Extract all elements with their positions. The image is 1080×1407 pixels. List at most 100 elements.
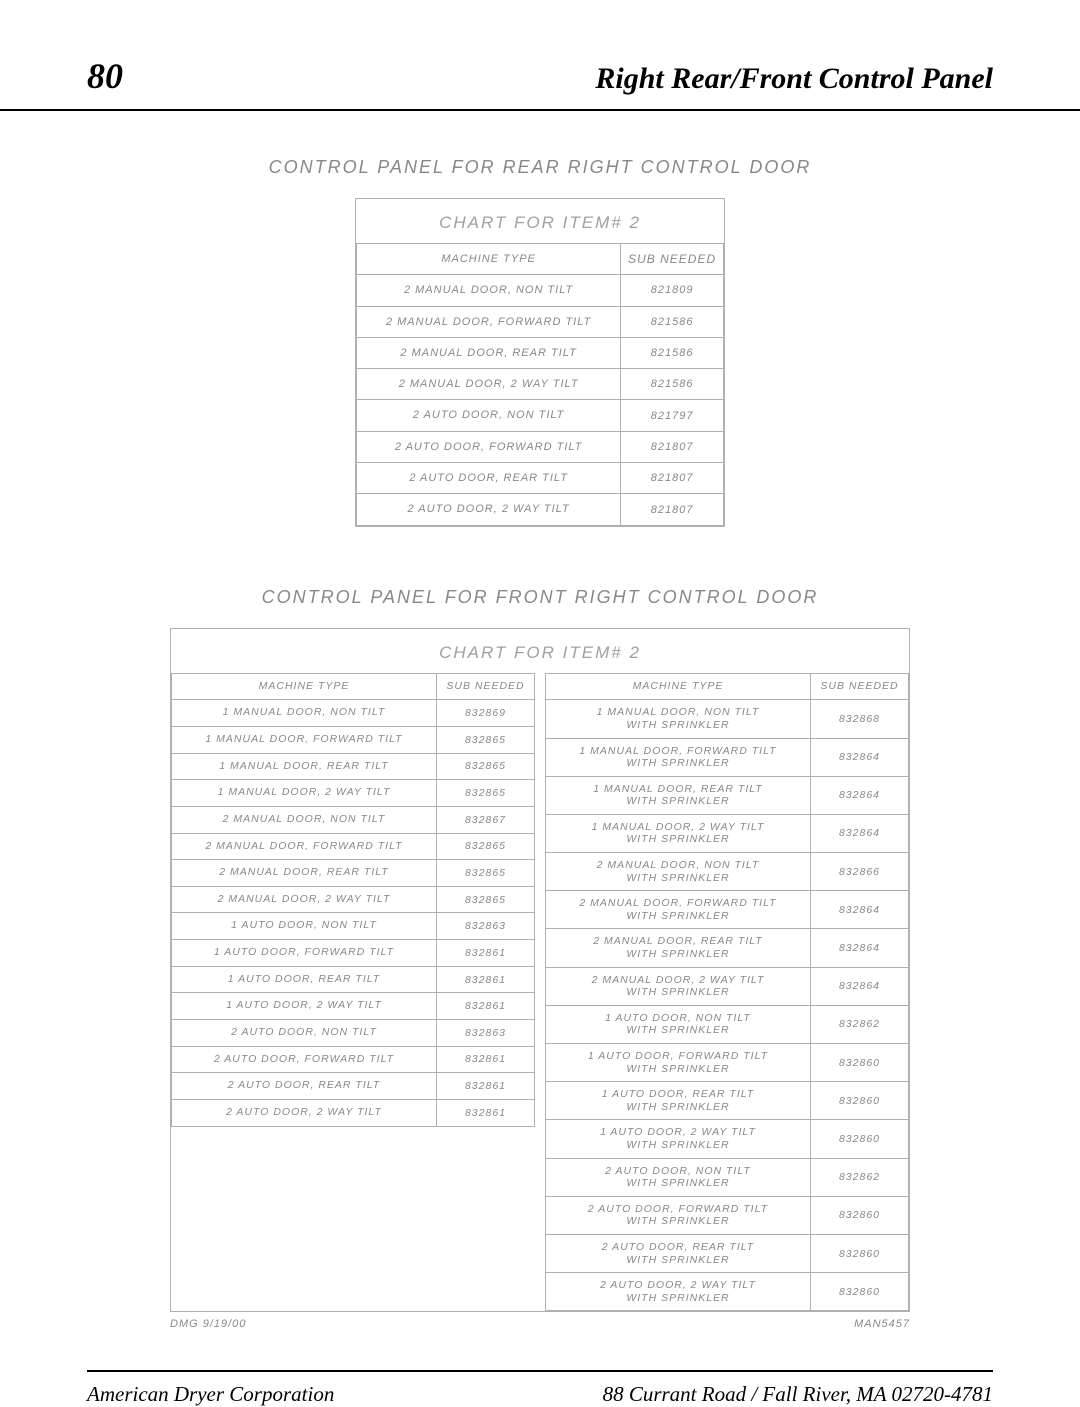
cell-machine-type: 2 AUTO DOOR, REAR TILT [172,1073,437,1100]
table-row: 1 AUTO DOOR, FORWARD TILT832861 [172,940,535,967]
cell-sub-needed: 832860 [810,1273,908,1311]
table-row: 1 AUTO DOOR, 2 WAY TILT832861 [172,993,535,1020]
table-row: 2 MANUAL DOOR, NON TILT832867 [172,806,535,833]
page-number: 80 [87,55,123,97]
cell-sub-needed: 832860 [810,1196,908,1234]
col-sub-needed: SUB NEEDED [621,244,724,275]
cell-sub-needed: 832865 [436,860,534,887]
cell-sub-needed: 832864 [810,814,908,852]
table-row: 2 MANUAL DOOR, REAR TILTWITH SPRINKLER83… [546,929,909,967]
table2-right: MACHINE TYPE SUB NEEDED 1 MANUAL DOOR, N… [545,673,909,1312]
cell-machine-type: 1 AUTO DOOR, NON TILT [172,913,437,940]
cell-machine-type: 2 MANUAL DOOR, NON TILT [357,275,621,306]
cell-machine-type: 2 AUTO DOOR, 2 WAY TILT [172,1099,437,1126]
cell-machine-type: 1 AUTO DOOR, FORWARD TILTWITH SPRINKLER [546,1044,811,1082]
cell-machine-type: 2 MANUAL DOOR, 2 WAY TILT [172,886,437,913]
footer-rule [87,1370,993,1372]
footer-meta: DMG 9/19/00 MAN5457 [170,1318,910,1330]
cell-machine-type: 1 MANUAL DOOR, NON TILTWITH SPRINKLER [546,700,811,738]
cell-machine-type: 1 AUTO DOOR, REAR TILTWITH SPRINKLER [546,1082,811,1120]
cell-sub-needed: 832863 [436,913,534,940]
cell-machine-type: 2 MANUAL DOOR, REAR TILTWITH SPRINKLER [546,929,811,967]
cell-machine-type: 1 MANUAL DOOR, FORWARD TILT [172,726,437,753]
cell-machine-type: 2 AUTO DOOR, FORWARD TILTWITH SPRINKLER [546,1196,811,1234]
cell-sub-needed: 832864 [810,967,908,1005]
col-sub-needed: SUB NEEDED [810,673,908,700]
table-row: 1 AUTO DOOR, 2 WAY TILTWITH SPRINKLER832… [546,1120,909,1158]
table-row: 1 MANUAL DOOR, NON TILT832869 [172,700,535,727]
cell-sub-needed: 832861 [436,993,534,1020]
cell-sub-needed: 832860 [810,1120,908,1158]
cell-machine-type: 2 MANUAL DOOR, 2 WAY TILTWITH SPRINKLER [546,967,811,1005]
table-row: 2 AUTO DOOR, NON TILT821797 [357,400,724,431]
table-row: 2 AUTO DOOR, 2 WAY TILT821807 [357,494,724,525]
cell-machine-type: 2 AUTO DOOR, NON TILT [172,1020,437,1047]
table-row: 1 MANUAL DOOR, REAR TILTWITH SPRINKLER83… [546,776,909,814]
cell-sub-needed: 832865 [436,886,534,913]
table-row: 2 MANUAL DOOR, 2 WAY TILTWITH SPRINKLER8… [546,967,909,1005]
table-row: 2 AUTO DOOR, FORWARD TILTWITH SPRINKLER8… [546,1196,909,1234]
cell-sub-needed: 821586 [621,306,724,337]
cell-machine-type: 2 AUTO DOOR, NON TILTWITH SPRINKLER [546,1158,811,1196]
cell-sub-needed: 832865 [436,753,534,780]
cell-machine-type: 1 MANUAL DOOR, 2 WAY TILTWITH SPRINKLER [546,814,811,852]
table-row: 1 MANUAL DOOR, 2 WAY TILTWITH SPRINKLER8… [546,814,909,852]
cell-machine-type: 2 MANUAL DOOR, REAR TILT [172,860,437,887]
cell-sub-needed: 832863 [436,1020,534,1047]
cell-machine-type: 2 AUTO DOOR, FORWARD TILT [357,431,621,462]
table-row: 2 AUTO DOOR, REAR TILT821807 [357,463,724,494]
page-title: Right Rear/Front Control Panel [595,62,993,96]
cell-machine-type: 2 AUTO DOOR, 2 WAY TILT [357,494,621,525]
col-machine-type: MACHINE TYPE [172,673,437,700]
cell-sub-needed: 832864 [810,776,908,814]
table2-left-header-row: MACHINE TYPE SUB NEEDED [172,673,535,700]
page-header: 80 Right Rear/Front Control Panel [0,0,1080,111]
cell-sub-needed: 832865 [436,833,534,860]
cell-machine-type: 1 MANUAL DOOR, NON TILT [172,700,437,727]
table2-container: MACHINE TYPE SUB NEEDED 1 MANUAL DOOR, N… [171,673,909,1312]
table1: MACHINE TYPE SUB NEEDED 2 MANUAL DOOR, N… [356,243,724,526]
cell-machine-type: 1 AUTO DOOR, NON TILTWITH SPRINKLER [546,1005,811,1043]
table1-container: CHART FOR ITEM# 2 MACHINE TYPE SUB NEEDE… [355,198,725,527]
cell-sub-needed: 832868 [810,700,908,738]
table-row: 1 AUTO DOOR, REAR TILT832861 [172,966,535,993]
footer-left: American Dryer Corporation [87,1382,334,1407]
cell-sub-needed: 832869 [436,700,534,727]
cell-sub-needed: 821586 [621,337,724,368]
cell-sub-needed: 832864 [810,738,908,776]
cell-machine-type: 2 AUTO DOOR, REAR TILT [357,463,621,494]
cell-machine-type: 1 AUTO DOOR, FORWARD TILT [172,940,437,967]
table2-right-header-row: MACHINE TYPE SUB NEEDED [546,673,909,700]
table-row: 2 MANUAL DOOR, NON TILT821809 [357,275,724,306]
cell-sub-needed: 821809 [621,275,724,306]
cell-machine-type: 1 MANUAL DOOR, FORWARD TILTWITH SPRINKLE… [546,738,811,776]
cell-machine-type: 2 AUTO DOOR, NON TILT [357,400,621,431]
table-row: 2 AUTO DOOR, NON TILTWITH SPRINKLER83286… [546,1158,909,1196]
table-row: 1 MANUAL DOOR, FORWARD TILT832865 [172,726,535,753]
table-row: 2 AUTO DOOR, REAR TILT832861 [172,1073,535,1100]
cell-machine-type: 2 MANUAL DOOR, NON TILT [172,806,437,833]
table-row: 1 MANUAL DOOR, REAR TILT832865 [172,753,535,780]
cell-sub-needed: 832866 [810,853,908,891]
col-machine-type: MACHINE TYPE [546,673,811,700]
meta-right: MAN5457 [854,1318,910,1330]
cell-machine-type: 1 MANUAL DOOR, 2 WAY TILT [172,780,437,807]
table-row: 1 MANUAL DOOR, FORWARD TILTWITH SPRINKLE… [546,738,909,776]
table-row: 2 MANUAL DOOR, REAR TILT821586 [357,337,724,368]
table-row: 2 MANUAL DOOR, FORWARD TILTWITH SPRINKLE… [546,891,909,929]
cell-machine-type: 2 MANUAL DOOR, FORWARD TILT [357,306,621,337]
table-row: 2 MANUAL DOOR, NON TILTWITH SPRINKLER832… [546,853,909,891]
cell-sub-needed: 832862 [810,1158,908,1196]
cell-sub-needed: 821807 [621,494,724,525]
cell-sub-needed: 832865 [436,780,534,807]
table-row: 1 AUTO DOOR, NON TILT832863 [172,913,535,940]
cell-machine-type: 1 MANUAL DOOR, REAR TILT [172,753,437,780]
cell-machine-type: 1 MANUAL DOOR, REAR TILTWITH SPRINKLER [546,776,811,814]
table-row: 2 AUTO DOOR, 2 WAY TILT832861 [172,1099,535,1126]
table-row: 2 AUTO DOOR, REAR TILTWITH SPRINKLER8328… [546,1234,909,1272]
table-row: 1 MANUAL DOOR, NON TILTWITH SPRINKLER832… [546,700,909,738]
chart1-title: CHART FOR ITEM# 2 [356,199,724,243]
cell-sub-needed: 832861 [436,1073,534,1100]
cell-machine-type: 2 MANUAL DOOR, 2 WAY TILT [357,369,621,400]
cell-sub-needed: 832860 [810,1082,908,1120]
